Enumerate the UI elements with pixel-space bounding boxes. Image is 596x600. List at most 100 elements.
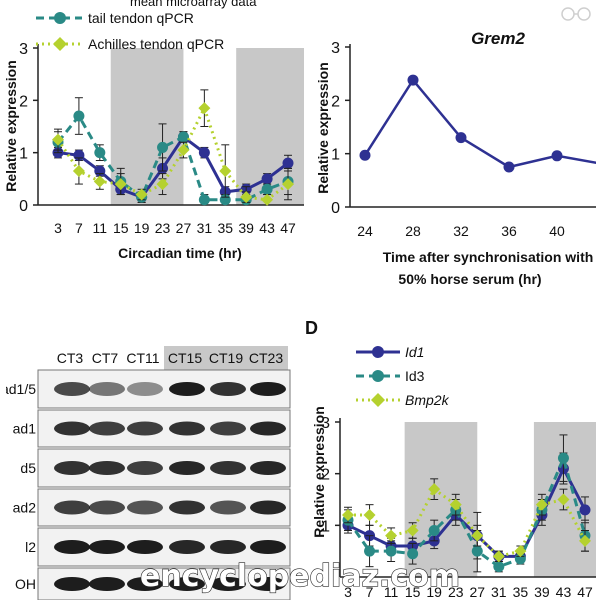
blot-band: [210, 500, 246, 515]
panel-b-chart: Grem2 0123242832364044 Relative expressi…: [315, 29, 596, 287]
blot-row: OH: [15, 567, 291, 600]
a-x-tick-label: 43: [259, 220, 275, 236]
blot-band: [54, 500, 90, 515]
panel-a-legend: mean microarray data tail tendon qPCR Ac…: [36, 0, 257, 52]
d-data-point: [364, 545, 376, 557]
blot-column-header: CT11: [126, 350, 159, 366]
d-data-point: [363, 509, 376, 521]
blot-band: [169, 540, 205, 554]
a-series-2: [52, 89, 294, 206]
blot-band: [127, 382, 163, 396]
d-y-tick-label: 3: [321, 415, 330, 432]
blot-band: [169, 500, 205, 515]
blot-row-label: nad1/5: [0, 381, 36, 397]
d-data-point: [407, 548, 419, 560]
blot-row: d5: [20, 448, 291, 488]
blot-band: [169, 382, 205, 396]
blot-band: [250, 577, 286, 591]
b-data-point: [455, 132, 467, 144]
d-x-tick-label: 35: [513, 584, 529, 600]
blot-band: [54, 577, 90, 591]
glasses-icon: [561, 7, 591, 21]
legend-label-id1: Id1: [405, 344, 424, 360]
blot-column-header: CT15: [168, 350, 202, 366]
a-data-point: [177, 144, 190, 157]
blot-row-label: OH: [15, 576, 36, 592]
a-x-tick-label: 27: [176, 220, 192, 236]
a-data-point: [261, 193, 274, 206]
a-data-point: [282, 157, 294, 169]
d-data-point: [535, 498, 548, 511]
d-x-tick-label: 23: [448, 584, 464, 600]
a-data-point: [156, 178, 169, 191]
legend-marker-achilles-tendon: [53, 37, 67, 51]
legend-marker-id1: [372, 346, 384, 358]
d-data-point: [428, 483, 441, 496]
b-y-tick-label: 2: [331, 93, 340, 110]
blot-band: [169, 577, 205, 591]
b-data-point: [359, 149, 371, 161]
blot-band: [210, 577, 246, 591]
a-x-tick-label: 11: [93, 220, 108, 236]
blot-band: [54, 540, 90, 554]
blot-band: [54, 421, 90, 436]
panel-b-xlabel-line-1: Time after synchronisation with: [383, 249, 594, 265]
blot-band: [89, 500, 125, 515]
blot-band: [127, 540, 163, 554]
b-y-tick-label: 3: [331, 40, 340, 57]
b-data-point: [503, 161, 515, 173]
blot-column-header: CT3: [57, 350, 84, 366]
blot-band: [127, 461, 163, 475]
a-data-point: [282, 178, 294, 191]
blot-band: [169, 421, 205, 436]
panel-a-xlabel: Circadian time (hr): [118, 245, 242, 261]
blot-column-header: CT23: [249, 350, 283, 366]
a-data-point: [94, 147, 106, 159]
legend-label-id3: Id3: [405, 368, 425, 384]
d-x-tick-label: 19: [426, 584, 442, 600]
blot-band: [127, 577, 163, 591]
panel-d-ylabel: Relative expression: [311, 406, 327, 538]
b-data-point: [551, 150, 563, 162]
d-data-point: [557, 452, 569, 464]
panel-d-legend: Id1 Id3 Bmp2k: [356, 344, 450, 408]
blot-band: [169, 461, 205, 475]
a-y-tick-label: 0: [19, 198, 28, 215]
d-data-point: [514, 545, 527, 558]
blot-band: [89, 540, 125, 554]
panel-b-xlabel-line-2: 50% horse serum (hr): [398, 271, 541, 287]
b-y-tick-label: 1: [331, 147, 340, 164]
d-data-point: [471, 545, 483, 557]
panel-b-title: Grem2: [471, 29, 525, 48]
a-data-point: [157, 141, 169, 153]
blot-left-edge: [0, 370, 6, 600]
legend-label-bmp2k: Bmp2k: [405, 392, 450, 408]
a-data-point: [73, 110, 85, 122]
blot-row-label: l2: [25, 539, 36, 555]
a-x-tick-label: 31: [197, 220, 213, 236]
legend-label-tail-tendon: tail tendon qPCR: [88, 10, 194, 26]
a-x-tick-label: 35: [217, 220, 233, 236]
blot-column-header: CT7: [92, 350, 119, 366]
d-x-tick-label: 3: [344, 584, 352, 600]
b-x-tick-label: 36: [501, 223, 517, 239]
d-data-point: [493, 561, 505, 573]
blot-band: [210, 421, 246, 436]
blot-row: ad1: [13, 409, 291, 448]
b-x-tick-label: 32: [453, 223, 469, 239]
d-data-point: [385, 529, 398, 542]
a-data-point: [177, 131, 189, 143]
a-data-point: [93, 175, 106, 188]
blot-band: [54, 382, 90, 396]
d-data-point: [471, 529, 484, 542]
blot-row: l2: [25, 527, 291, 567]
legend-marker-id3: [372, 370, 384, 382]
b-y-tick-label: 0: [331, 200, 340, 217]
d-x-tick-label: 39: [534, 584, 550, 600]
a-x-tick-label: 3: [54, 220, 62, 236]
a-data-point: [198, 147, 210, 159]
blot-band: [250, 500, 286, 515]
blot-band: [250, 540, 286, 554]
